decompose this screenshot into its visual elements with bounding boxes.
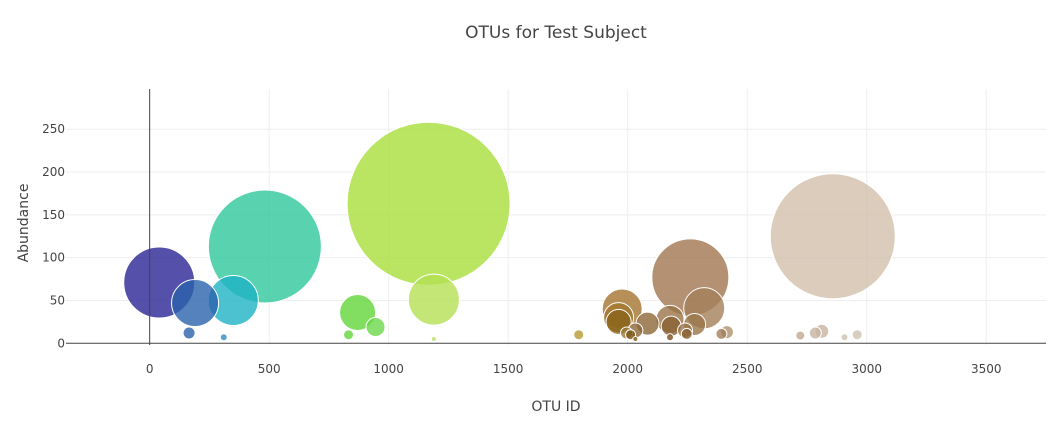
bubble-point[interactable] (666, 333, 675, 342)
x-tick-label: 1000 (373, 362, 404, 376)
bubble-point[interactable] (769, 173, 896, 300)
bubble-point[interactable] (343, 329, 355, 341)
x-tick-label: 3000 (851, 362, 882, 376)
y-tick-label: 50 (50, 293, 65, 307)
y-tick-label: 200 (42, 165, 65, 179)
bubble-point[interactable] (365, 317, 386, 338)
bubble-point[interactable] (795, 330, 806, 341)
chart-title: OTUs for Test Subject (465, 23, 647, 43)
y-tick-label: 150 (42, 208, 65, 222)
bubble-point[interactable] (339, 293, 377, 331)
bubble-point[interactable] (219, 333, 228, 342)
bubble-point[interactable] (346, 121, 511, 286)
bubble-point[interactable] (840, 333, 849, 342)
y-tick-label: 0 (57, 336, 65, 350)
bubble-point[interactable] (680, 327, 693, 340)
bubble-point[interactable] (430, 336, 437, 343)
bubble-point[interactable] (407, 273, 460, 326)
bubble-point[interactable] (808, 326, 822, 340)
x-axis-label: OTU ID (531, 399, 580, 415)
bubble-point[interactable] (573, 329, 585, 341)
x-tick-label: 1500 (493, 362, 524, 376)
x-tick-label: 2500 (732, 362, 763, 376)
bubble-point[interactable] (715, 327, 728, 340)
x-tick-label: 0 (146, 362, 154, 376)
x-tick-label: 3500 (971, 362, 1002, 376)
x-tick-label: 2000 (612, 362, 643, 376)
bubble-point[interactable] (851, 329, 863, 341)
y-tick-label: 250 (42, 122, 65, 136)
y-axis-label: Abundance (16, 184, 32, 263)
axes: 0 500 1000 1500 2000 2500 3000 3500 0 50 100 150 200… (42, 89, 1046, 376)
bubble-point[interactable] (207, 189, 322, 304)
y-tick-label: 100 (42, 251, 65, 265)
bubble-point[interactable] (182, 326, 196, 340)
bubble-point[interactable] (632, 336, 639, 343)
bubble-series (123, 121, 896, 343)
x-tick-label: 500 (258, 362, 281, 376)
bubble-point[interactable] (171, 279, 220, 328)
